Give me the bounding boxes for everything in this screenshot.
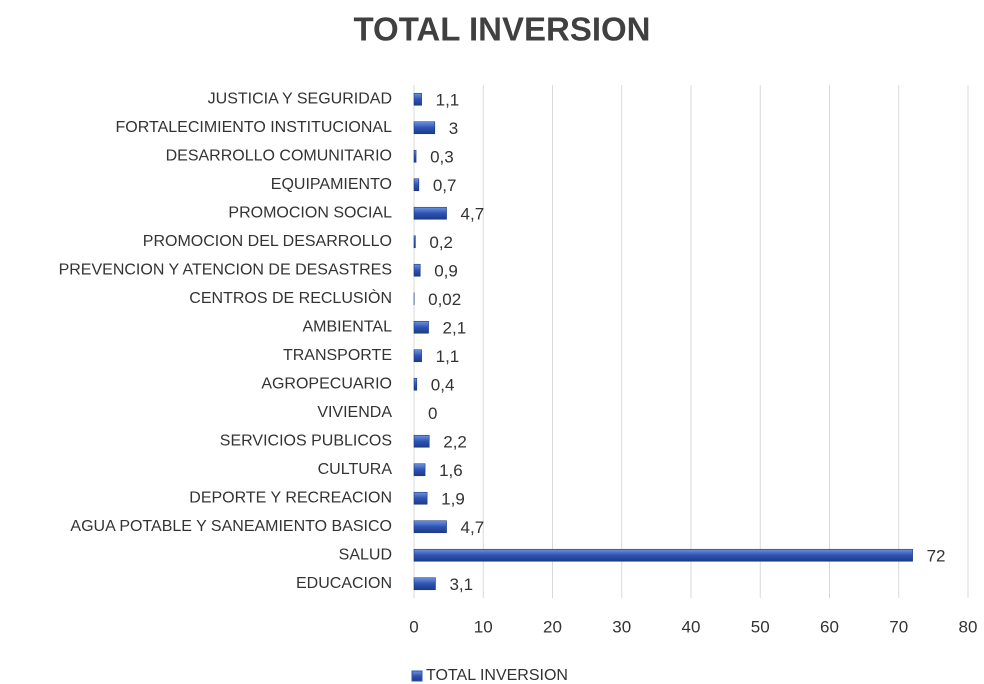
y-tick-label: VIVIENDA <box>317 404 392 421</box>
bar <box>413 320 429 334</box>
value-label: 3,1 <box>449 575 473 594</box>
y-tick-label: EQUIPAMIENTO <box>271 176 392 193</box>
value-label: 0,02 <box>428 290 461 309</box>
y-tick-label: EDUCACION <box>296 575 392 592</box>
x-tick-label: 70 <box>889 617 908 636</box>
value-label: 2,1 <box>443 319 467 338</box>
y-tick-label: CENTROS DE RECLUSIÒN <box>189 288 392 307</box>
value-label: 1,1 <box>436 347 460 366</box>
y-tick-label: CULTURA <box>318 461 393 478</box>
y-tick-label: AMBIENTAL <box>303 318 393 335</box>
value-label: 4,7 <box>461 205 485 224</box>
bar <box>413 577 436 591</box>
bar <box>413 520 447 534</box>
y-tick-label: DEPORTE Y RECREACION <box>189 489 392 506</box>
bar <box>413 434 430 448</box>
value-label: 0,7 <box>433 176 457 195</box>
bar <box>413 92 422 106</box>
value-label: 0,2 <box>429 233 453 252</box>
x-tick-label: 50 <box>751 617 770 636</box>
bar <box>413 149 417 163</box>
value-label: 0,9 <box>434 262 458 281</box>
bar <box>413 235 416 249</box>
x-tick-label: 60 <box>820 617 839 636</box>
value-label: 1,1 <box>436 91 460 110</box>
y-tick-label: PREVENCION Y ATENCION DE DESASTRES <box>59 261 392 278</box>
y-tick-label: PROMOCION SOCIAL <box>228 204 392 221</box>
value-label: 3 <box>449 119 458 138</box>
bar <box>413 463 426 477</box>
value-label: 72 <box>927 547 946 566</box>
x-tick-label: 20 <box>543 617 562 636</box>
x-tick-label: 80 <box>959 617 978 636</box>
y-tick-label: AGROPECUARIO <box>261 375 392 392</box>
bar <box>413 377 418 391</box>
value-label: 0,4 <box>431 376 455 395</box>
bar <box>413 491 428 505</box>
x-tick-label: 0 <box>409 617 418 636</box>
x-tick-label: 10 <box>474 617 493 636</box>
bar <box>413 121 436 135</box>
y-tick-label: TRANSPORTE <box>283 347 392 364</box>
y-tick-label: JUSTICIA Y SEGURIDAD <box>208 90 392 107</box>
value-label: 0 <box>428 404 437 423</box>
bar <box>413 206 447 220</box>
legend-label: TOTAL INVERSION <box>426 667 568 684</box>
y-tick-label: SALUD <box>339 546 392 563</box>
value-label: 4,7 <box>461 518 485 537</box>
bar <box>413 548 913 562</box>
bar <box>413 178 420 192</box>
y-tick-label: AGUA POTABLE Y SANEAMIENTO BASICO <box>70 518 392 535</box>
legend-swatch <box>411 670 423 682</box>
y-tick-label: SERVICIOS PUBLICOS <box>220 432 392 449</box>
y-tick-label: FORTALECIMIENTO INSTITUCIONAL <box>116 119 393 136</box>
x-tick-label: 40 <box>682 617 701 636</box>
y-tick-label: PROMOCION DEL DESARROLLO <box>143 233 392 250</box>
x-tick-label: 30 <box>612 617 631 636</box>
chart-title: TOTAL INVERSION <box>353 11 650 48</box>
value-label: 0,3 <box>430 148 454 167</box>
value-label: 2,2 <box>443 433 467 452</box>
y-tick-label: DESARROLLO COMUNITARIO <box>166 147 392 164</box>
bar <box>413 349 422 363</box>
value-label: 1,6 <box>439 461 463 480</box>
bar <box>413 263 421 277</box>
value-label: 1,9 <box>441 490 465 509</box>
